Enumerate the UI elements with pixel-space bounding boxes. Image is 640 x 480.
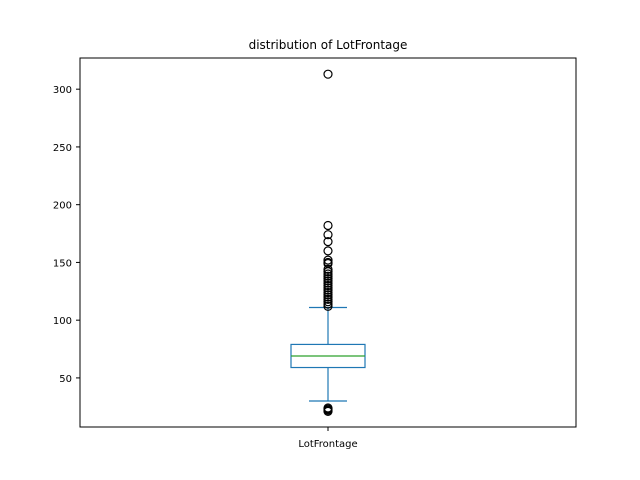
outlier-point xyxy=(323,280,333,291)
chart-title: distribution of LotFrontage xyxy=(249,38,408,52)
outlier-point xyxy=(323,301,333,311)
y-tick-label: 150 xyxy=(53,258,72,269)
x-tick-label: LotFrontage xyxy=(298,439,357,450)
y-tick-label: 300 xyxy=(53,85,72,96)
outlier-point xyxy=(323,299,333,309)
y-tick-label: 250 xyxy=(53,143,72,154)
outlier-point xyxy=(323,264,333,274)
outlier-point xyxy=(323,285,333,295)
outlier-point xyxy=(323,237,333,247)
outlier-point xyxy=(323,246,333,256)
outlier-point xyxy=(323,257,333,268)
outlier-point xyxy=(323,230,333,240)
outlier-point xyxy=(323,255,333,265)
outlier-point xyxy=(323,290,333,300)
outlier-point xyxy=(323,273,333,284)
y-tick-label: 50 xyxy=(59,374,72,385)
plot-area xyxy=(290,69,366,417)
outlier-point xyxy=(323,292,333,302)
outlier-point xyxy=(323,276,333,286)
outlier-point xyxy=(323,220,333,231)
outlier-point xyxy=(323,294,333,304)
outlier-point xyxy=(323,269,333,279)
outlier-point xyxy=(323,287,333,298)
axes: LotFrontage 50 100 150 200 250 300 xyxy=(53,57,577,450)
outlier-point xyxy=(323,271,333,281)
y-tick-label: 200 xyxy=(53,201,72,212)
axes-frame xyxy=(79,57,577,428)
y-tick-label: 100 xyxy=(53,316,72,327)
outlier-point xyxy=(323,297,333,307)
outlier-point xyxy=(323,278,333,288)
outlier-point xyxy=(323,283,333,293)
outlier-point xyxy=(323,69,333,79)
outlier-point xyxy=(323,403,333,413)
